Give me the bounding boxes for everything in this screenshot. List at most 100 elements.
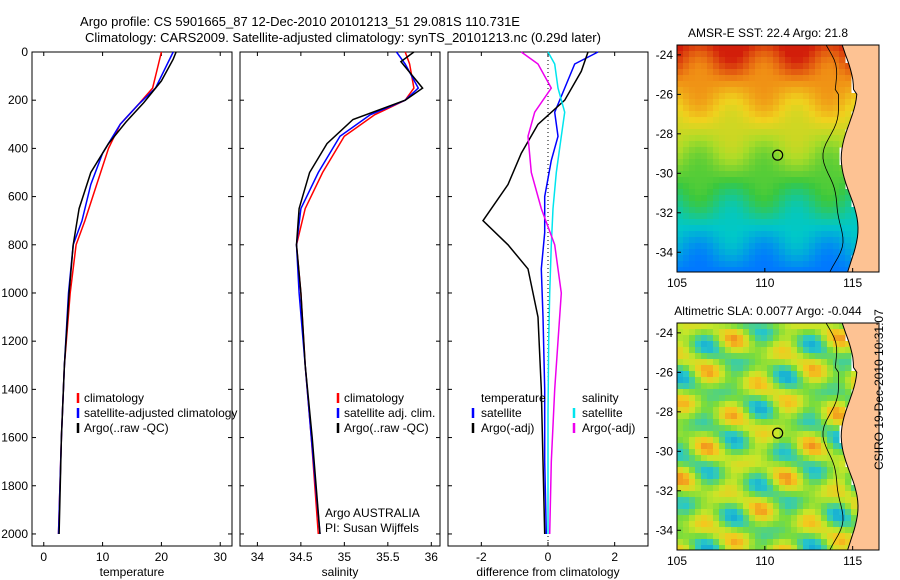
panel-sla-cell bbox=[761, 419, 768, 426]
panel-sst-cell bbox=[785, 165, 792, 172]
panel-sla-cell bbox=[683, 491, 690, 498]
panel-sla-cell bbox=[803, 545, 810, 550]
panel-sst-cell bbox=[821, 153, 828, 160]
panel-sst-cell bbox=[731, 51, 738, 58]
panel-sst-cell bbox=[713, 189, 720, 196]
panel-sla-cell bbox=[725, 419, 732, 426]
panel-sla-cell bbox=[839, 347, 846, 354]
panel-sla-cell bbox=[707, 413, 714, 420]
panel-sst-cell bbox=[785, 177, 792, 184]
panel-sla-cell bbox=[707, 395, 714, 402]
panel-sst-cell bbox=[725, 255, 732, 262]
panel-sst-cell bbox=[731, 213, 738, 220]
panel-sla-ytick-label: -28 bbox=[656, 405, 674, 419]
panel-sst-cell bbox=[743, 111, 750, 118]
panel-sla-cell bbox=[803, 485, 810, 492]
panel-sst-cell bbox=[719, 123, 726, 130]
panel-sst-cell bbox=[779, 81, 786, 88]
panel-sst-cell bbox=[683, 45, 690, 52]
panel-sst-cell bbox=[677, 159, 684, 166]
panel-sst-cell bbox=[791, 159, 798, 166]
panel-sst-cell bbox=[731, 195, 738, 202]
panel-sla-cell bbox=[797, 335, 804, 342]
panel-sst-cell bbox=[815, 177, 822, 184]
panel-sst-cell bbox=[725, 177, 732, 184]
panel-sst-cell bbox=[755, 183, 762, 190]
panel-sla-cell bbox=[719, 473, 726, 480]
panel-sst-cell bbox=[833, 141, 840, 148]
panel-sst-cell bbox=[725, 189, 732, 196]
panel-sla-cell bbox=[731, 497, 738, 504]
panel-sst-cell bbox=[767, 111, 774, 118]
panel-sla-cell bbox=[791, 437, 798, 444]
panel-sla-cell bbox=[677, 365, 684, 372]
panel-sla-cell bbox=[815, 359, 822, 366]
panel-sla-cell bbox=[803, 395, 810, 402]
panel-sla-cell bbox=[731, 383, 738, 390]
panel-sst-cell bbox=[713, 171, 720, 178]
panel-sla-cell bbox=[725, 437, 732, 444]
panel-sla-cell bbox=[815, 461, 822, 468]
panel-sla-cell bbox=[677, 353, 684, 360]
panel-sst-cell bbox=[791, 111, 798, 118]
panel-sst-ytick-label: -28 bbox=[656, 127, 674, 141]
panel-sst-cell bbox=[761, 123, 768, 130]
panel-sst-cell bbox=[797, 81, 804, 88]
panel-sla-cell bbox=[683, 395, 690, 402]
panel-sst-cell bbox=[821, 171, 828, 178]
temperature-xtick-label: 20 bbox=[155, 550, 169, 564]
panel-sla-cell bbox=[677, 359, 684, 366]
panel-sla-cell bbox=[809, 431, 816, 438]
panel-sst-cell bbox=[707, 45, 714, 52]
panel-sst-cell bbox=[821, 243, 828, 250]
panel-sla-cell bbox=[695, 491, 702, 498]
panel-sla-cell bbox=[731, 389, 738, 396]
panel-sla-cell bbox=[713, 425, 720, 432]
panel-sst-cell bbox=[719, 267, 726, 272]
panel-sla-cell bbox=[809, 401, 816, 408]
panel-sla-cell bbox=[785, 479, 792, 486]
panel-sla-cell bbox=[677, 455, 684, 462]
panel-sla-cell bbox=[683, 377, 690, 384]
panel-sst-cell bbox=[701, 231, 708, 238]
panel-sla-cell bbox=[755, 443, 762, 450]
panel-sst-cell bbox=[731, 111, 738, 118]
panel-sla-cell bbox=[707, 509, 714, 516]
panel-sst-cell bbox=[833, 87, 840, 94]
panel-sst-cell bbox=[767, 267, 774, 272]
panel-sla-cell bbox=[809, 395, 816, 402]
panel-sst-cell bbox=[755, 201, 762, 208]
panel-sst-cell bbox=[755, 45, 762, 52]
panel-sla-cell bbox=[773, 365, 780, 372]
panel-sla-cell bbox=[689, 473, 696, 480]
panel-sst-cell bbox=[731, 231, 738, 238]
panel-sla-cell bbox=[821, 467, 828, 474]
panel-sst-cell bbox=[791, 231, 798, 238]
panel-sst-cell bbox=[809, 111, 816, 118]
temperature-ytick-label: 800 bbox=[8, 238, 28, 252]
panel-sla-cell bbox=[743, 395, 750, 402]
panel-sla-cell bbox=[683, 443, 690, 450]
panel-sla-cell bbox=[833, 449, 840, 456]
panel-sst-cell bbox=[767, 165, 774, 172]
panel-sla-cell bbox=[713, 353, 720, 360]
panel-sla-cell bbox=[821, 347, 828, 354]
panel-sst-cell bbox=[713, 201, 720, 208]
panel-sla-cell bbox=[803, 323, 810, 330]
panel-sla-cell bbox=[773, 335, 780, 342]
panel-sst-cell bbox=[779, 207, 786, 214]
timestamp-stamp: CSIRO 19-Dec-2010 10:31:07 bbox=[872, 309, 886, 470]
panel-sst-cell bbox=[725, 153, 732, 160]
panel-sla-cell bbox=[809, 527, 816, 534]
panel-sst-cell bbox=[791, 267, 798, 272]
panel-sla-cell bbox=[755, 521, 762, 528]
panel-sla-cell bbox=[797, 383, 804, 390]
panel-sla-cell bbox=[773, 419, 780, 426]
panel-sst-cell bbox=[749, 147, 756, 154]
panel-sst-cell bbox=[791, 237, 798, 244]
panel-sst-cell bbox=[707, 249, 714, 256]
panel-sla-cell bbox=[683, 407, 690, 414]
panel-sst-cell bbox=[797, 63, 804, 70]
panel-sla-cell bbox=[803, 509, 810, 516]
